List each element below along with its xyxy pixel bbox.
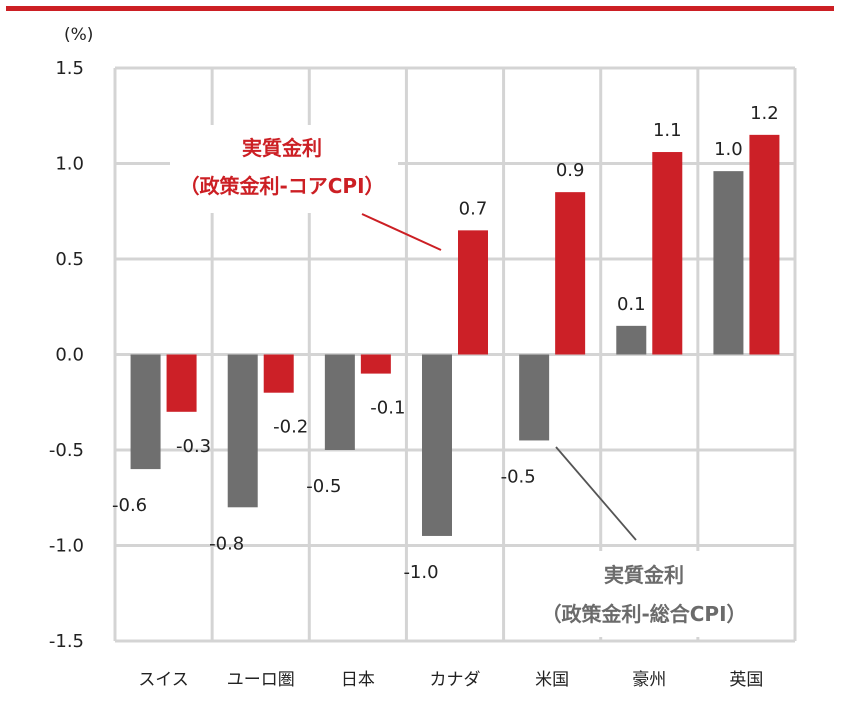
data-labels: -0.6 -0.3 -0.8 -0.2 -0.5 -0.1 -1.0 0.7 -0.5 0.9 0.… xyxy=(112,103,779,583)
y-tick-label-4: -0.5 xyxy=(49,440,84,461)
data-label-core-3: 0.7 xyxy=(459,198,488,219)
data-label-headline-4: -0.5 xyxy=(501,466,536,487)
bars xyxy=(130,134,780,536)
data-label-headline-0: -0.6 xyxy=(112,495,147,516)
bar-core-6 xyxy=(749,134,780,355)
y-axis-ticks: 1.5 1.0 0.5 0.0 -0.5 -1.0 -1.5 xyxy=(49,58,84,652)
data-label-core-6: 1.2 xyxy=(750,103,779,124)
bar-core-1 xyxy=(263,354,294,393)
bar-core-4 xyxy=(555,192,586,355)
category-label-0: スイス xyxy=(138,670,189,690)
data-label-headline-1: -0.8 xyxy=(209,533,244,554)
grid xyxy=(113,66,797,643)
data-label-headline-6: 1.0 xyxy=(714,139,743,160)
y-tick-label-3: 0.0 xyxy=(55,345,84,366)
y-tick-label-1: 1.0 xyxy=(55,154,84,175)
annotation-headline-subtitle: （政策金利-総合CPI） xyxy=(541,602,746,626)
top-bar xyxy=(6,6,834,11)
data-label-core-4: 0.9 xyxy=(556,160,585,181)
bar-headline-3 xyxy=(422,354,452,536)
bar-headline-2 xyxy=(324,354,355,450)
unit-label: (%) xyxy=(64,25,93,45)
category-label-1: ユーロ圏 xyxy=(227,670,295,690)
bar-headline-0 xyxy=(130,354,161,470)
category-label-6: 英国 xyxy=(729,670,763,690)
bar-core-2 xyxy=(360,354,391,374)
data-label-headline-5: 0.1 xyxy=(617,294,646,315)
category-labels: スイス ユーロ圏 日本 カナダ 米国 豪州 英国 xyxy=(138,669,763,690)
bar-headline-4 xyxy=(519,354,550,441)
data-label-core-2: -0.1 xyxy=(370,398,405,419)
bar-core-3 xyxy=(458,230,488,355)
annotation-headline-title: 実質金利 xyxy=(604,563,684,587)
y-tick-label-2: 0.5 xyxy=(55,249,84,270)
annotation-core-leader xyxy=(361,213,442,251)
data-label-headline-2: -0.5 xyxy=(306,476,341,497)
annotation-core-subtitle: （政策金利-コアCPI） xyxy=(179,174,384,198)
data-label-headline-3: -1.0 xyxy=(403,562,438,583)
y-tick-label-5: -1.0 xyxy=(49,536,84,557)
bar-headline-1 xyxy=(227,354,258,508)
category-label-3: カナダ xyxy=(430,670,481,690)
category-label-2: 日本 xyxy=(341,670,375,690)
y-tick-label-6: -1.5 xyxy=(49,631,84,652)
category-label-5: 豪州 xyxy=(632,669,666,690)
annotation-headline: 実質金利 （政策金利-総合CPI） xyxy=(541,446,783,637)
annotation-core: 実質金利 （政策金利-コアCPI） xyxy=(170,125,442,251)
data-label-core-0: -0.3 xyxy=(176,436,211,457)
annotation-headline-leader xyxy=(555,446,637,541)
bar-headline-5 xyxy=(616,325,647,355)
data-label-core-5: 1.1 xyxy=(653,120,682,141)
data-label-core-1: -0.2 xyxy=(273,417,308,438)
category-label-4: 米国 xyxy=(535,670,569,690)
bar-core-0 xyxy=(166,354,197,412)
bar-core-5 xyxy=(652,152,683,355)
annotation-core-title: 実質金利 xyxy=(242,136,322,160)
y-tick-label-0: 1.5 xyxy=(55,58,84,79)
bar-headline-6 xyxy=(713,171,744,355)
